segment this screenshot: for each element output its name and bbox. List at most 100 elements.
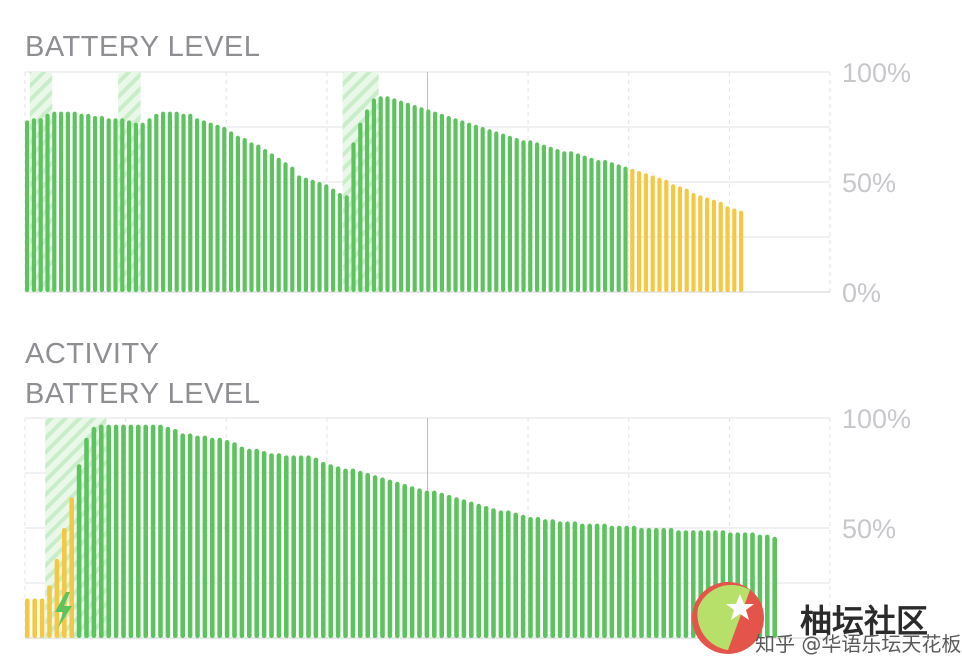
battery-bar <box>548 146 553 292</box>
battery-bar <box>677 186 682 292</box>
battery-bar <box>99 116 104 292</box>
battery-bar <box>276 453 282 638</box>
battery-bar <box>454 497 459 638</box>
battery-bar <box>419 107 424 292</box>
battery-bar <box>120 118 125 292</box>
battery-bar <box>691 193 696 292</box>
battery-bar <box>705 197 710 292</box>
battery-bar <box>210 437 215 638</box>
battery-bar <box>514 138 519 292</box>
battery-bar <box>147 118 152 292</box>
battery-bar <box>501 133 506 292</box>
battery-bar <box>167 111 172 292</box>
battery-bar <box>676 530 681 638</box>
battery-bar <box>31 118 36 292</box>
battery-bar <box>106 118 111 292</box>
battery-bar <box>150 424 156 638</box>
battery-bar <box>565 521 570 638</box>
battery-bar <box>637 171 642 292</box>
battery-bar <box>624 525 629 638</box>
battery-bar <box>372 475 378 638</box>
battery-bar <box>569 151 574 292</box>
battery-bar <box>69 497 74 638</box>
battery-bar <box>242 138 247 292</box>
chart1-title: BATTERY LEVEL <box>25 31 261 63</box>
battery-bar <box>39 598 45 638</box>
battery-bar <box>594 523 600 638</box>
watermark-name: 柚坛社区 <box>800 602 929 640</box>
battery-bar <box>47 585 52 638</box>
charging-period <box>45 418 107 638</box>
battery-bar <box>195 118 200 292</box>
battery-bar <box>224 440 230 638</box>
battery-bar <box>580 523 585 638</box>
battery-bar <box>589 157 594 292</box>
battery-bar <box>631 525 637 638</box>
y-tick-label: 0% <box>842 278 881 308</box>
battery-level-chart-1[interactable]: 100% 50% 0% <box>24 58 911 308</box>
battery-bar <box>433 111 438 292</box>
battery-bar <box>683 530 689 638</box>
battery-bar <box>140 122 145 292</box>
battery-bar <box>395 481 400 638</box>
battery-bar <box>432 490 437 638</box>
battery-bar <box>215 124 220 292</box>
battery-bar <box>344 195 349 292</box>
battery-bar <box>188 113 193 292</box>
battery-bar <box>174 111 179 292</box>
battery-bar <box>337 193 342 292</box>
battery-bar <box>543 519 548 638</box>
battery-bar <box>661 528 666 638</box>
battery-bar <box>469 501 474 638</box>
battery-bar <box>62 528 67 638</box>
battery-bar <box>99 424 104 638</box>
battery-bar <box>143 424 148 638</box>
battery-bar <box>654 528 659 638</box>
battery-bar <box>25 120 30 293</box>
battery-bar <box>439 492 444 638</box>
activity-title: ACTIVITY <box>25 338 160 370</box>
battery-bar <box>385 96 390 292</box>
battery-bar <box>208 122 213 292</box>
battery-bar <box>535 142 540 292</box>
battery-bar <box>506 510 511 638</box>
battery-bar <box>235 135 240 292</box>
battery-bar <box>765 534 770 638</box>
battery-bar <box>222 127 227 292</box>
battery-bar <box>467 122 472 292</box>
battery-bar <box>487 129 492 292</box>
battery-bar <box>535 517 541 638</box>
battery-bar <box>603 160 608 292</box>
battery-bar <box>609 525 615 638</box>
battery-bar <box>158 424 163 638</box>
chart2-title: BATTERY LEVEL <box>25 378 261 410</box>
battery-bar <box>358 122 363 292</box>
battery-bar <box>128 424 134 638</box>
battery-bar <box>643 173 648 292</box>
battery-bar <box>460 120 465 293</box>
battery-bar <box>358 470 363 638</box>
battery-bar <box>371 98 376 293</box>
battery-bar <box>93 116 98 292</box>
battery-bar <box>291 455 296 638</box>
battery-level-chart-2[interactable]: 100% 50% <box>24 404 911 639</box>
battery-bar <box>303 177 308 292</box>
battery-bar <box>72 111 77 292</box>
battery-bar <box>173 429 178 638</box>
watermark: 柚坛社区 知乎 @华语乐坛天花板 <box>690 578 961 658</box>
battery-bar <box>65 111 70 292</box>
battery-bar <box>405 102 410 292</box>
battery-bar <box>324 184 329 292</box>
battery-bar <box>596 160 601 292</box>
y-tick-label: 100% <box>842 58 911 88</box>
battery-bar <box>313 457 319 638</box>
battery-bar <box>392 98 397 293</box>
battery-bar <box>498 510 504 638</box>
battery-bar <box>557 521 563 638</box>
battery-bar <box>646 528 652 638</box>
battery-bar <box>623 166 628 292</box>
battery-bar <box>269 453 274 638</box>
battery-bar <box>521 140 526 292</box>
battery-bar <box>181 113 186 292</box>
